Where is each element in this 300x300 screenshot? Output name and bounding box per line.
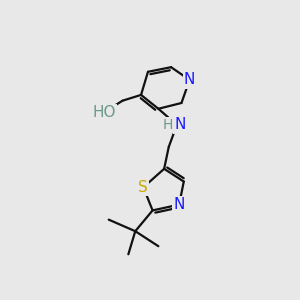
Text: S: S xyxy=(139,180,148,195)
Text: H: H xyxy=(162,118,173,132)
Text: N: N xyxy=(175,117,186,132)
Text: N: N xyxy=(173,197,185,212)
Text: N: N xyxy=(184,72,195,87)
Text: HO: HO xyxy=(92,105,116,120)
